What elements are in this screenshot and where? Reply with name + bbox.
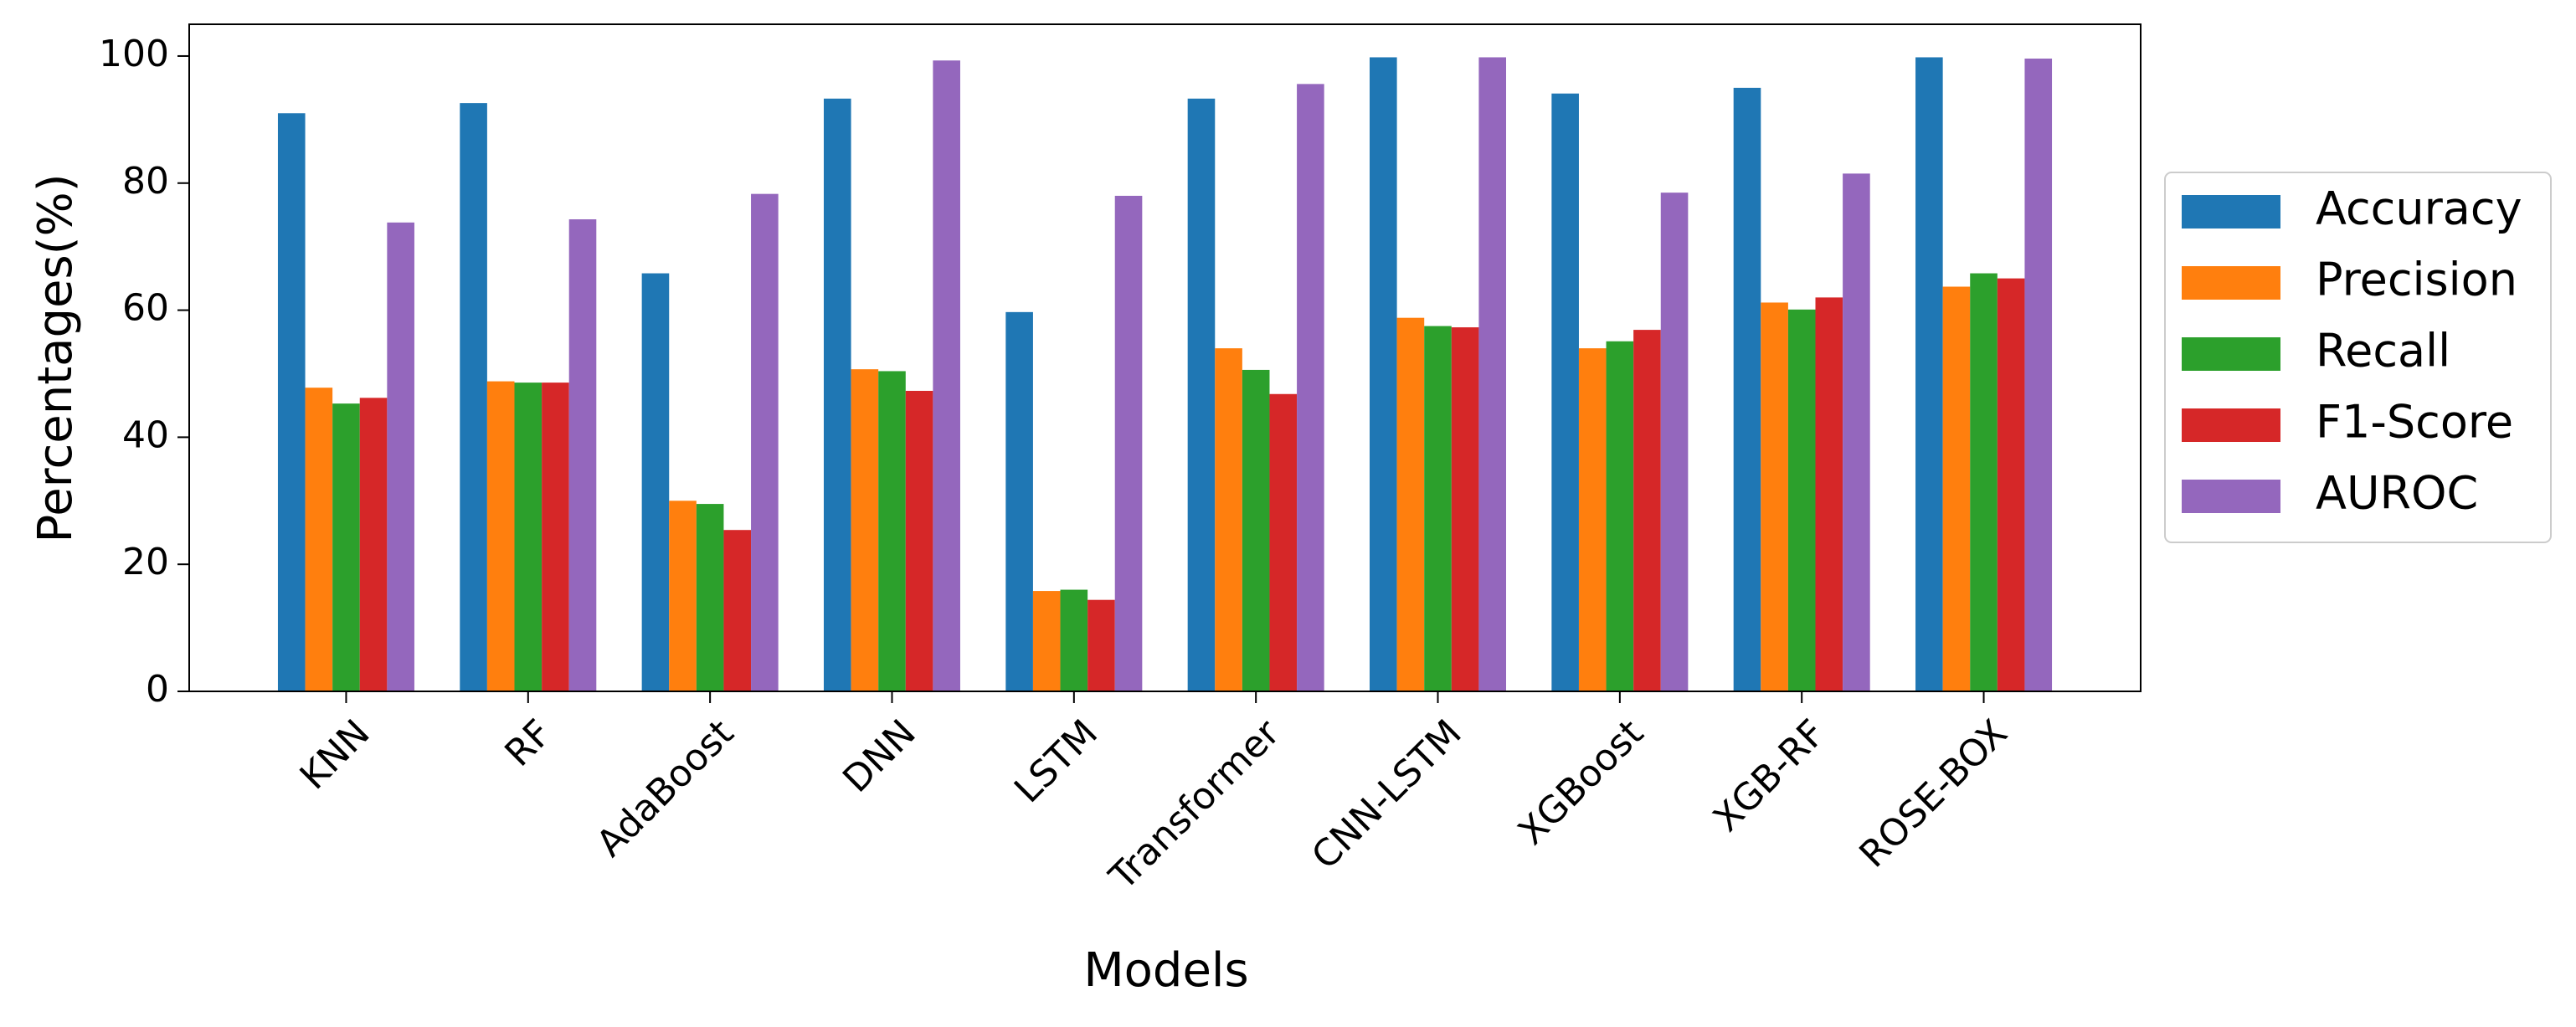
x-tick-label: XGBoost [1510, 711, 1652, 853]
legend-label: F1-Score [2316, 396, 2513, 449]
legend-swatch [2182, 408, 2280, 442]
plot-frame [188, 23, 2142, 692]
bar [1114, 195, 1143, 691]
bar [1424, 326, 1452, 691]
bar [1633, 330, 1661, 691]
bar [1997, 278, 2025, 691]
bar [1215, 348, 1242, 691]
x-tick-label: KNN [292, 711, 378, 798]
bar [1942, 286, 1971, 691]
bar [1005, 311, 1033, 691]
legend-swatch [2182, 195, 2280, 229]
bar [751, 193, 779, 691]
y-tick-label: 60 [122, 287, 169, 330]
bar [1787, 309, 1816, 691]
legend-swatch [2182, 480, 2280, 513]
bar [1660, 193, 1689, 692]
bar [1451, 327, 1479, 691]
legend-box [2164, 172, 2552, 543]
legend-swatch [2182, 337, 2280, 371]
x-tick-label: AdaBoost [589, 711, 742, 865]
bar [1915, 57, 1943, 692]
bar [669, 501, 697, 691]
bar [460, 103, 487, 692]
bar [1761, 302, 1788, 691]
bar [641, 273, 670, 691]
x-axis-label: Models [1083, 943, 1248, 998]
bar [2024, 58, 2053, 691]
legend-label: Precision [2316, 254, 2517, 306]
bar [568, 219, 597, 692]
bar [277, 113, 306, 691]
legend-swatch [2182, 266, 2280, 300]
bar [1297, 84, 1324, 692]
bar [723, 530, 752, 691]
bar [1032, 591, 1061, 691]
bar [696, 504, 724, 691]
bar [1578, 348, 1607, 691]
legend-label: AUROC [2316, 467, 2478, 520]
bar [359, 398, 388, 691]
bar [486, 381, 515, 691]
x-tick-label: Transformer [1101, 711, 1288, 899]
bar [542, 383, 569, 691]
x-tick-label: LSTM [1006, 711, 1106, 811]
y-tick-label: 0 [146, 668, 169, 711]
x-tick-label: XGB-RF [1705, 711, 1834, 840]
y-tick-label: 40 [122, 413, 169, 456]
bar [1815, 297, 1843, 691]
bar [1242, 369, 1270, 691]
bar [1060, 589, 1088, 691]
bar [332, 403, 360, 691]
y-axis-label: Percentages(%) [28, 173, 83, 542]
bar [1478, 57, 1507, 692]
y-tick-label: 80 [122, 160, 169, 203]
x-tick-label: RF [496, 711, 560, 775]
legend-label: Accuracy [2316, 182, 2522, 235]
bar [305, 388, 333, 691]
bar [878, 371, 906, 691]
legend-label: Recall [2316, 325, 2450, 377]
y-tick-label: 100 [99, 33, 169, 75]
bar [823, 98, 851, 691]
bar [1370, 57, 1397, 692]
x-tick-label: DNN [835, 711, 924, 801]
bar [514, 383, 542, 691]
bar [1970, 273, 1998, 691]
bar [1606, 341, 1634, 691]
x-tick-label: ROSE-BOX [1851, 711, 2015, 876]
bar [1733, 87, 1761, 691]
bar [1396, 317, 1425, 691]
bar [1551, 93, 1579, 691]
bar [933, 60, 960, 691]
bar [387, 222, 414, 691]
bar [851, 369, 879, 691]
bar [1843, 173, 1870, 691]
x-tick-label: CNN-LSTM [1303, 711, 1469, 877]
bar [1187, 98, 1216, 691]
bar [905, 390, 933, 691]
bar [1269, 393, 1298, 691]
y-tick-label: 20 [122, 541, 169, 583]
bar [1087, 599, 1115, 691]
